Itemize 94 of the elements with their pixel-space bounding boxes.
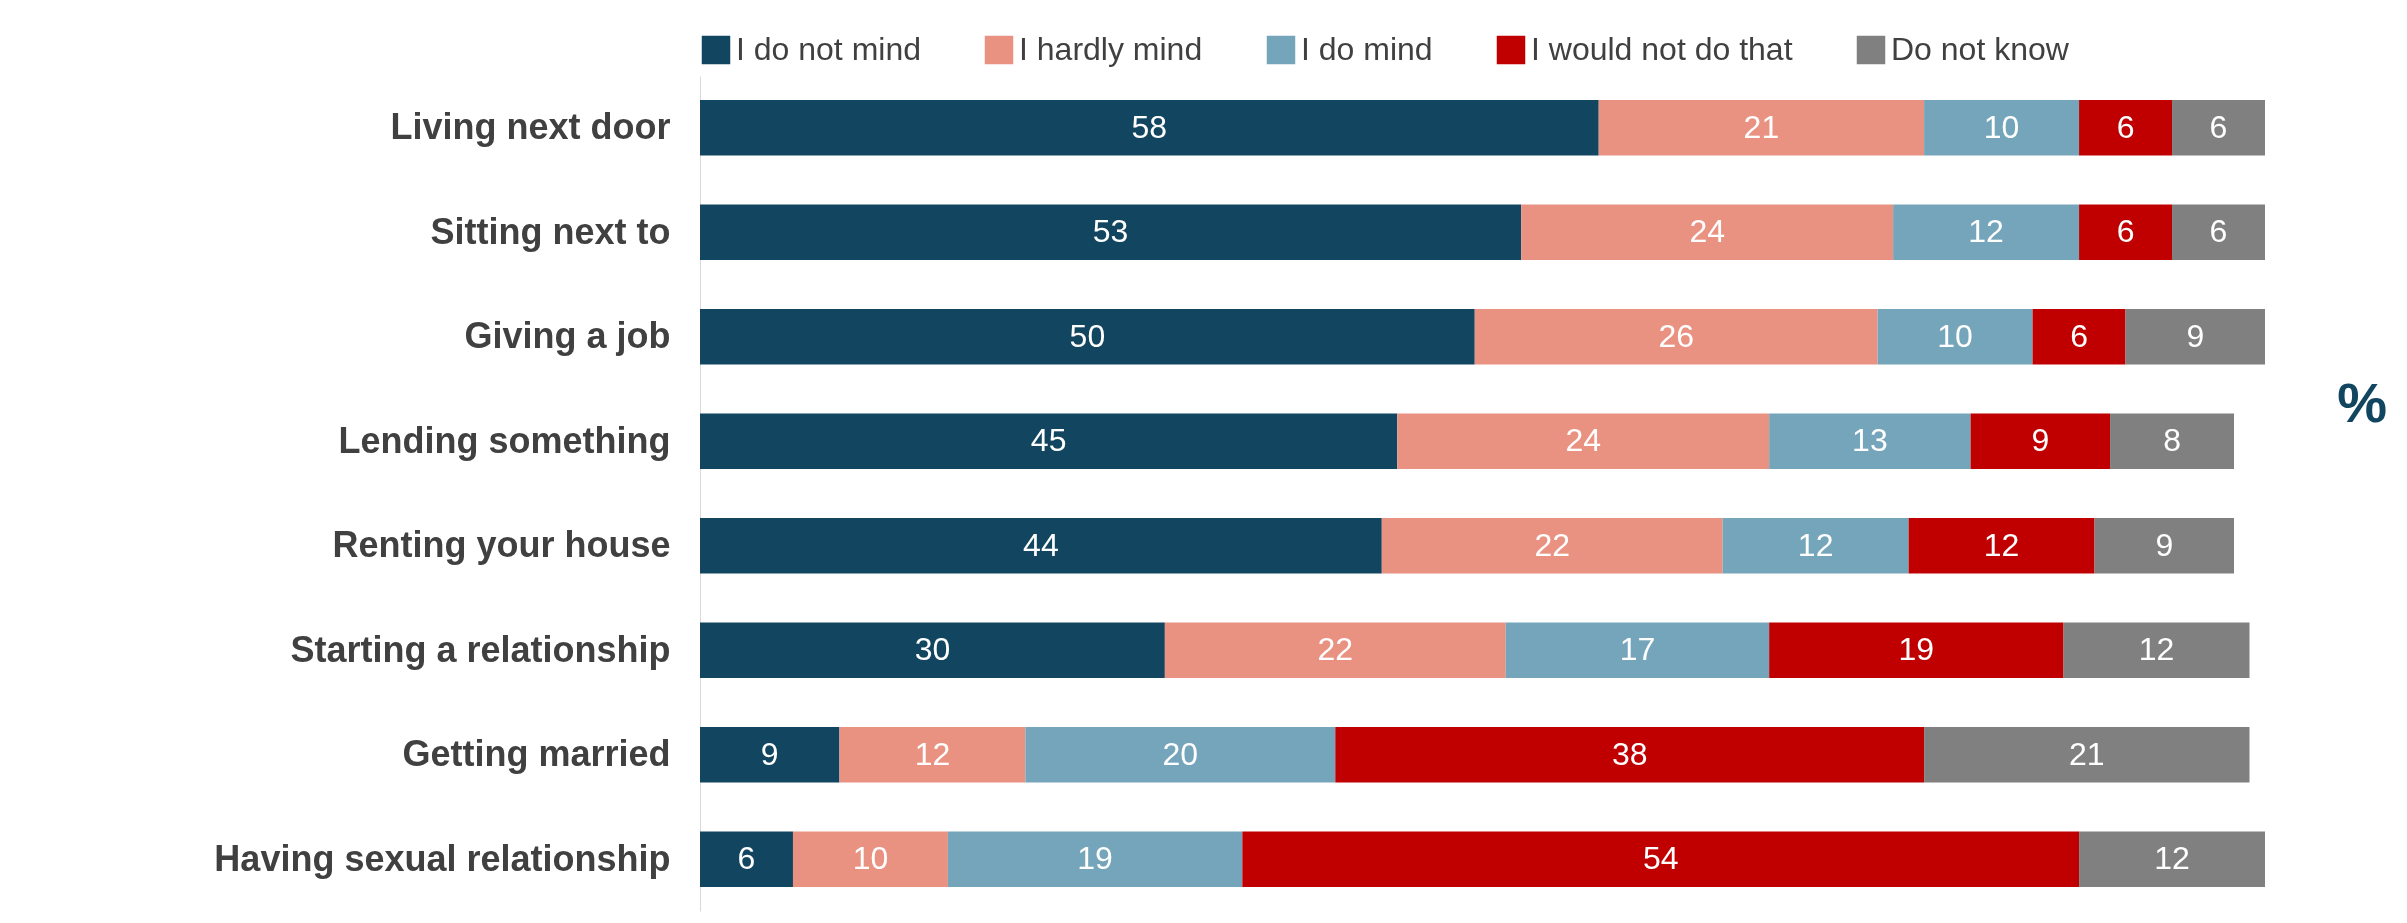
y-tick-label: Living next door [390,106,671,148]
legend-label: I do not mind [736,31,921,67]
bar [1164,622,1506,678]
bar [1598,100,1925,156]
bar [700,309,1475,365]
data-label: 6 [737,840,756,877]
data-label: 17 [1619,631,1656,668]
bar [700,204,1522,260]
legend-label: I hardly mind [1019,31,1203,67]
data-label: 10 [1937,317,1973,354]
data-label: 6 [2209,108,2228,145]
bar [2094,518,2235,574]
data-label: 12 [1797,526,1834,563]
y-tick-label: Sitting next to [430,210,671,252]
data-label: 12 [2154,840,2190,877]
data-label: 19 [1077,840,1113,877]
data-label: 9 [760,735,779,772]
bar [700,727,840,783]
bar [1908,518,2095,574]
data-label: 6 [2209,213,2228,250]
bar [1242,831,2080,887]
bar [700,100,1599,156]
data-label: 24 [1689,213,1725,250]
data-label: 45 [1030,422,1067,459]
bar [1521,204,1894,260]
y-tick-label: Renting your house [332,524,671,566]
legend-label: I would not do that [1531,31,1793,67]
bar [1335,727,1925,783]
data-label: 9 [2031,422,2050,459]
data-label: 8 [2163,422,2181,459]
data-label: 38 [1611,735,1648,772]
bar [1722,518,1909,574]
data-label: 13 [1852,422,1888,459]
bar [2172,100,2265,156]
bar [1924,727,2250,783]
data-label: 30 [914,631,951,668]
data-label: 21 [1743,108,1780,145]
data-label: 58 [1131,108,1168,145]
data-label: 6 [2116,108,2135,145]
data-label: 6 [2116,213,2135,250]
data-label: 53 [1092,213,1129,250]
data-label: 26 [1658,317,1694,354]
data-label: 24 [1565,422,1602,459]
bar [1877,309,2033,365]
data-label: 12 [1968,213,2004,250]
data-label: 10 [1983,108,2020,145]
bar [700,518,1382,574]
data-label: 19 [1898,631,1935,668]
bar [1397,413,1770,469]
y-tick-label: Lending something [338,419,671,461]
bar [1970,413,2111,469]
bar [2032,309,2126,365]
bar [700,413,1398,469]
bar [2063,622,2250,678]
data-label: 6 [2070,317,2088,354]
y-tick-label: Giving a job [464,315,671,357]
bar [1381,518,1723,574]
data-label: 20 [1162,735,1199,772]
bar [1893,204,2080,260]
data-label: 54 [1642,840,1679,877]
bar [1769,622,2064,678]
y-tick-label: Starting a relationship [290,628,671,670]
bar [700,831,793,887]
legend-label: Do not know [1891,31,2070,67]
data-label: 21 [2069,735,2105,772]
bar [700,622,1165,678]
data-label: 10 [852,840,889,877]
data-label: 50 [1069,317,1106,354]
data-label: 44 [1023,526,1059,563]
bar [1505,622,1770,678]
bar [839,727,1026,783]
bar [2172,204,2265,260]
data-label: 12 [914,735,951,772]
data-label: 12 [1983,526,2020,563]
bar [2079,100,2173,156]
data-label: 9 [2155,526,2174,563]
bar [2079,831,2265,887]
legend-label: I do mind [1301,31,1433,67]
y-tick-label: Having sexual relationship [214,837,671,879]
bar [1769,413,1971,469]
bar [2110,413,2235,469]
data-label: 9 [2186,317,2205,354]
bar [1924,100,2080,156]
text: % [2337,370,2387,435]
bar [2079,204,2173,260]
bar [1474,309,1878,365]
bar [2125,309,2265,365]
data-label: 22 [1534,526,1571,563]
bar [947,831,1243,887]
data-label: 22 [1317,631,1354,668]
bar [792,831,948,887]
y-tick-label: Getting married [402,733,671,775]
data-label: 12 [2138,631,2175,668]
bar [1025,727,1336,783]
